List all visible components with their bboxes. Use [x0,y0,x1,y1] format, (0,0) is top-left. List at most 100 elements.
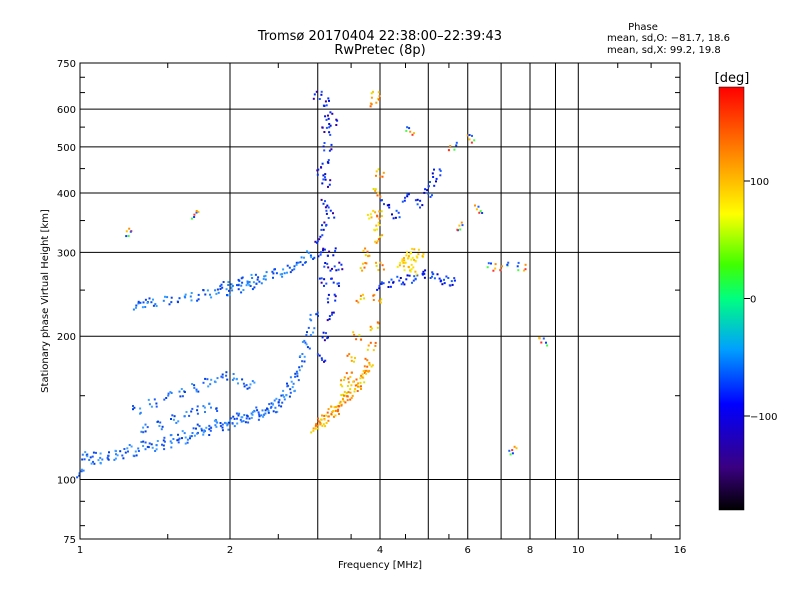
data-point [152,298,154,301]
data-point [334,414,337,417]
data-point [230,286,233,289]
data-point [322,249,324,252]
data-point [395,209,398,212]
data-point [357,385,360,388]
data-point [191,407,194,410]
data-point [307,326,310,329]
data-point [359,381,362,384]
data-point [355,378,358,381]
data-point [256,278,259,281]
data-point [286,271,288,274]
data-point [226,424,229,427]
data-point [139,411,142,414]
data-point [315,313,318,316]
data-point [470,141,473,144]
data-point [281,401,284,404]
data-point [540,341,543,344]
data-point [139,407,142,410]
data-point [323,149,326,152]
data-point [416,198,419,201]
data-point [329,133,332,136]
data-point [202,405,205,408]
data-point [435,180,437,183]
data-point [350,359,353,362]
data-point [329,209,332,212]
data-point [328,123,331,125]
data-point [323,142,326,144]
data-point [107,454,110,457]
data-point [380,282,383,285]
data-point [142,426,145,429]
data-point [339,400,342,403]
data-point [328,99,330,102]
data-point [168,303,171,306]
data-point [327,408,330,411]
data-point [325,104,328,107]
data-point [208,402,211,405]
data-point [296,372,299,375]
data-point [409,130,412,133]
data-point [358,385,361,388]
data-point [162,439,165,442]
data-point [250,273,253,276]
data-point [133,406,136,409]
data-point [80,468,83,471]
data-point [83,458,86,461]
data-point [403,199,406,202]
data-point [324,173,327,176]
data-point [468,138,471,141]
data-point [177,301,179,304]
data-point [435,177,438,180]
data-point [193,384,196,387]
data-point [405,278,408,281]
data-point [466,134,469,137]
data-point [272,403,274,406]
data-point [281,273,284,275]
data-point [366,359,369,362]
data-point [195,211,198,214]
data-point [433,184,436,187]
data-point [346,395,349,398]
data-point [336,282,339,285]
data-point [237,284,240,287]
data-point [341,385,344,388]
data-point [376,228,379,231]
data-point [325,414,328,417]
data-point [203,429,206,432]
data-point [323,360,325,363]
data-point [364,247,367,250]
data-point [511,449,514,452]
data-point [329,124,332,127]
data-point [328,315,331,318]
data-point [301,360,304,363]
data-point [318,238,321,241]
data-point [208,428,211,431]
data-point [376,288,379,291]
data-point [388,206,391,209]
data-point [246,415,249,418]
data-point [126,447,129,450]
data-point [310,319,313,322]
data-point [372,294,375,297]
data-point [515,447,518,450]
data-point [379,261,382,264]
data-point [410,263,413,266]
data-point [356,384,359,386]
data-point [195,427,197,430]
data-point [172,418,175,421]
data-point [371,327,374,330]
data-point [305,334,308,337]
data-point [337,285,340,287]
data-point [305,343,308,346]
data-point [155,305,158,307]
x-tick-label: 6 [465,545,471,556]
data-point [240,291,243,294]
data-point [320,277,323,280]
data-point [137,302,140,305]
data-point [451,283,454,286]
data-point [251,413,254,416]
data-point [314,240,317,243]
data-point [190,435,193,438]
data-point [513,445,516,448]
data-point [362,249,365,252]
